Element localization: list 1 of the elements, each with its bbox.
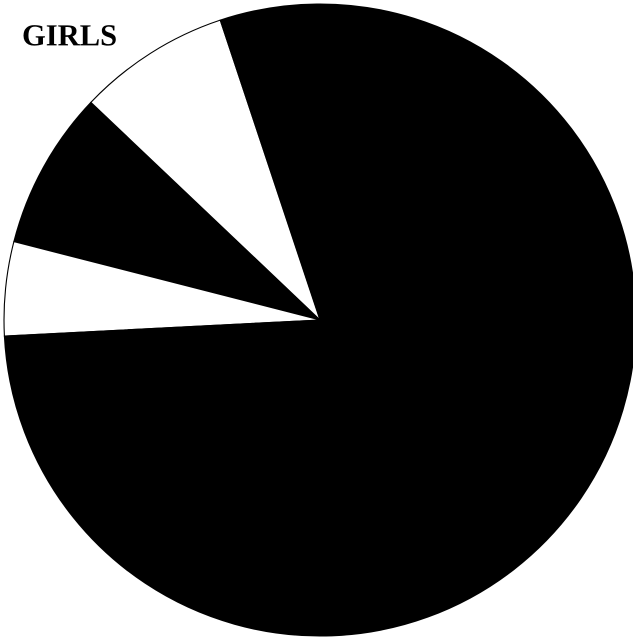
text: GIRLS — [23, 25, 116, 46]
